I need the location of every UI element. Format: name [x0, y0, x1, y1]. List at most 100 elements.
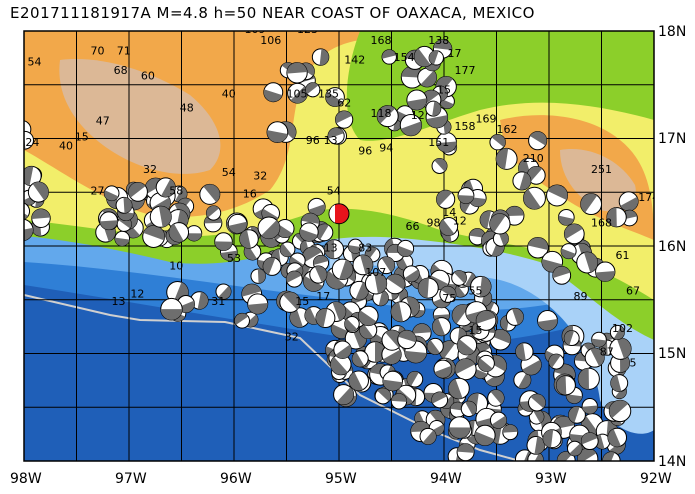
map-frame	[23, 30, 655, 462]
focal-mechanism-icon	[330, 353, 352, 376]
depth-label: 89	[574, 290, 588, 303]
focal-mechanism-icon	[607, 427, 628, 448]
focal-mechanism-icon	[560, 243, 577, 260]
focal-mechanism-icon	[584, 347, 605, 368]
focal-mechanism-icon	[279, 291, 301, 313]
depth-label: 13	[112, 295, 126, 308]
focal-mechanism-icon	[406, 89, 428, 111]
focal-mechanism-icon	[609, 324, 625, 340]
depth-label: 83	[358, 241, 372, 254]
focal-mechanism-icon	[512, 171, 532, 191]
focal-mechanism-icon	[513, 371, 532, 390]
depth-label: 15	[295, 295, 309, 308]
depth-label: 66	[406, 220, 420, 233]
focal-mechanism-icon	[489, 329, 512, 351]
depth-label: 32	[253, 169, 267, 182]
lon-label: 92W	[640, 471, 672, 487]
lon-label: 93W	[535, 471, 567, 487]
focal-mechanism-icon	[149, 205, 172, 228]
lat-label: 14N	[658, 454, 686, 470]
depth-label: 12	[453, 215, 467, 228]
focal-mechanism-icon	[24, 218, 34, 241]
depth-label: 32	[285, 331, 299, 344]
focal-mechanism-icon	[448, 416, 471, 439]
focal-mechanism-icon	[523, 186, 546, 210]
focal-mechanism-icon	[528, 131, 548, 151]
highland-east	[560, 149, 636, 212]
focal-mechanism-icon	[526, 165, 546, 185]
focal-mechanism-icon	[400, 65, 424, 89]
depth-label: 40	[59, 139, 73, 152]
focal-mechanism-icon	[27, 181, 49, 203]
depth-label: 24	[25, 136, 39, 149]
depth-label: 96	[306, 134, 320, 147]
depth-label: 67	[626, 284, 640, 297]
depth-label: 158	[455, 120, 476, 133]
focal-mechanism-icon	[384, 273, 406, 295]
depth-label: 32	[143, 163, 157, 176]
focal-mechanism-icon	[374, 387, 392, 405]
focal-mechanism-icon	[489, 134, 506, 151]
focal-mechanism-icon	[377, 256, 396, 275]
focal-mechanism-icon	[563, 330, 580, 347]
depth-label: 105	[287, 88, 308, 101]
focal-mechanism-icon	[390, 301, 412, 323]
focal-mechanism-icon	[568, 405, 586, 424]
focal-mechanism-icon	[542, 429, 562, 449]
depth-label: 54	[327, 184, 341, 197]
focal-mechanism-icon	[239, 229, 259, 249]
focal-mechanism-icon	[315, 308, 336, 329]
focal-mechanism-icon	[214, 232, 233, 251]
focal-mechanism-icon	[289, 307, 311, 328]
focal-mechanism-icon	[305, 82, 321, 98]
focal-mechanism-icon	[376, 105, 399, 128]
focal-mechanism-icon	[436, 131, 457, 153]
focal-mechanism-icon	[263, 82, 284, 103]
focal-mechanism-icon	[577, 367, 600, 390]
latitude-axis: 18N 17N 16N 15N 14N	[658, 24, 686, 470]
focal-mechanism-icon	[103, 185, 120, 202]
depth-label: 10	[169, 260, 183, 273]
focal-mechanism-icon	[528, 393, 546, 412]
focal-mechanism-icon	[205, 205, 222, 221]
depth-label: 60	[141, 69, 155, 82]
focal-mechanism-icon	[439, 285, 457, 303]
focal-mechanism-icon	[618, 191, 639, 212]
focal-mechanism-icon	[555, 375, 576, 396]
depth-label: 138	[428, 34, 449, 47]
focal-mechanism-icon	[527, 451, 544, 461]
depth-label: 17	[448, 47, 462, 60]
focal-mechanism-icon	[448, 377, 470, 400]
focal-mechanism-icon	[309, 265, 328, 284]
focal-mechanism-icon	[227, 213, 248, 234]
focal-mechanism-icon	[359, 321, 378, 340]
target-event	[328, 203, 350, 225]
depth-label: 142	[344, 53, 365, 66]
depth-label: 40	[222, 88, 236, 101]
depth-label: 17	[316, 290, 330, 303]
depth-label: 106	[260, 34, 281, 47]
focal-mechanism-icon	[406, 370, 424, 388]
lon-label: 98W	[10, 471, 42, 487]
focal-mechanism-icon	[142, 225, 165, 248]
focal-mechanism-icon	[382, 370, 404, 392]
focal-mechanism-icon	[436, 189, 456, 209]
focal-mechanism-icon	[431, 391, 449, 409]
focal-mechanism-icon	[344, 316, 360, 332]
longitude-axis: 98W 97W 96W 95W 94W 93W 92W	[10, 471, 672, 487]
focal-mechanism-icon	[234, 312, 250, 329]
event-mechanism-quadrant	[329, 204, 335, 223]
depth-label: 251	[591, 163, 612, 176]
depth-label: 54	[222, 166, 236, 179]
depth-label: 107	[365, 266, 386, 279]
focal-mechanism-icon	[451, 270, 467, 286]
focal-mechanism-icon	[266, 121, 289, 143]
depth-label: 102	[612, 322, 633, 335]
focal-mechanism-icon	[358, 305, 379, 327]
focal-mechanism-icon	[324, 239, 345, 260]
focal-mechanism-icon	[250, 268, 266, 284]
focal-mechanism-icon	[24, 165, 42, 187]
focal-mechanism-icon	[591, 331, 607, 348]
